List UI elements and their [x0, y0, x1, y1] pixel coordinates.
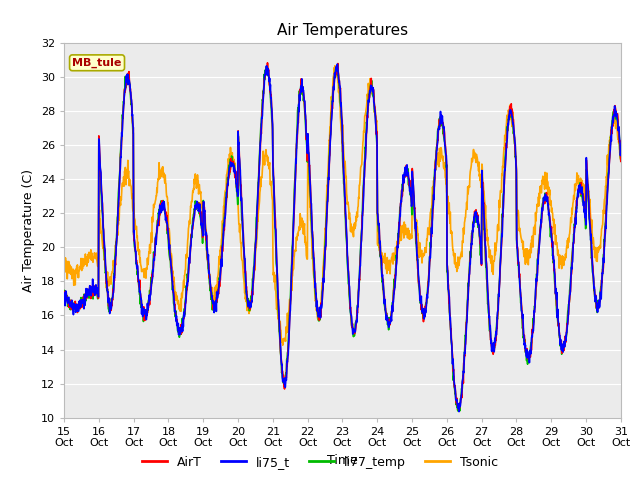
li75_t — [328, 116, 335, 121]
Tsonic — [556, 261, 564, 267]
Tsonic — [331, 63, 339, 69]
li75_t — [617, 148, 625, 154]
Tsonic — [611, 120, 618, 126]
Tsonic — [328, 100, 336, 106]
li77_temp — [333, 64, 341, 70]
li75_t — [317, 305, 325, 311]
AirT — [455, 407, 463, 413]
li75_t — [455, 409, 463, 415]
li77_temp — [328, 109, 335, 115]
li77_temp — [474, 221, 482, 227]
Line: AirT: AirT — [64, 63, 621, 410]
Line: li75_t: li75_t — [64, 64, 621, 412]
li75_t — [333, 61, 341, 67]
AirT — [611, 108, 618, 114]
li77_temp — [60, 291, 68, 297]
Y-axis label: Air Temperature (C): Air Temperature (C) — [22, 169, 35, 292]
li75_t — [474, 218, 482, 224]
Text: MB_tule: MB_tule — [72, 58, 122, 68]
Tsonic — [617, 157, 625, 163]
AirT — [264, 60, 271, 66]
AirT — [556, 337, 564, 343]
li77_temp — [611, 112, 618, 118]
li75_t — [611, 113, 618, 119]
AirT — [147, 287, 155, 292]
AirT — [328, 103, 336, 108]
Line: Tsonic: Tsonic — [64, 66, 621, 345]
AirT — [60, 290, 68, 296]
li75_t — [147, 286, 155, 292]
li77_temp — [556, 335, 564, 341]
Line: li77_temp: li77_temp — [64, 67, 621, 411]
Title: Air Temperatures: Air Temperatures — [277, 23, 408, 38]
li77_temp — [617, 157, 625, 163]
AirT — [317, 301, 325, 307]
Legend: AirT, li75_t, li77_temp, Tsonic: AirT, li75_t, li77_temp, Tsonic — [138, 451, 502, 474]
Tsonic — [474, 161, 482, 167]
li77_temp — [454, 408, 462, 414]
li75_t — [60, 290, 68, 296]
li75_t — [556, 333, 564, 338]
Tsonic — [60, 256, 68, 262]
Tsonic — [279, 342, 287, 348]
li77_temp — [147, 275, 155, 280]
X-axis label: Time: Time — [327, 454, 358, 467]
AirT — [617, 158, 625, 164]
Tsonic — [147, 237, 155, 243]
li77_temp — [317, 303, 325, 309]
Tsonic — [317, 292, 325, 298]
AirT — [474, 219, 482, 225]
